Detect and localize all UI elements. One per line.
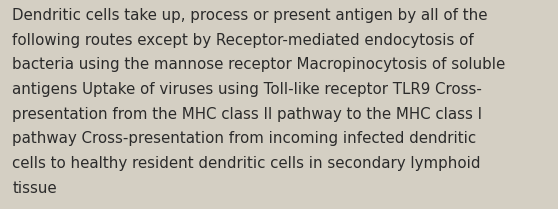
Text: presentation from the MHC class II pathway to the MHC class I: presentation from the MHC class II pathw…	[12, 107, 482, 122]
Text: bacteria using the mannose receptor Macropinocytosis of soluble: bacteria using the mannose receptor Macr…	[12, 57, 506, 72]
Text: following routes except by Receptor-mediated endocytosis of: following routes except by Receptor-medi…	[12, 33, 474, 48]
Text: Dendritic cells take up, process or present antigen by all of the: Dendritic cells take up, process or pres…	[12, 8, 488, 23]
Text: antigens Uptake of viruses using Toll-like receptor TLR9 Cross-: antigens Uptake of viruses using Toll-li…	[12, 82, 482, 97]
Text: pathway Cross-presentation from incoming infected dendritic: pathway Cross-presentation from incoming…	[12, 131, 477, 146]
Text: tissue: tissue	[12, 181, 57, 196]
Text: cells to healthy resident dendritic cells in secondary lymphoid: cells to healthy resident dendritic cell…	[12, 156, 481, 171]
